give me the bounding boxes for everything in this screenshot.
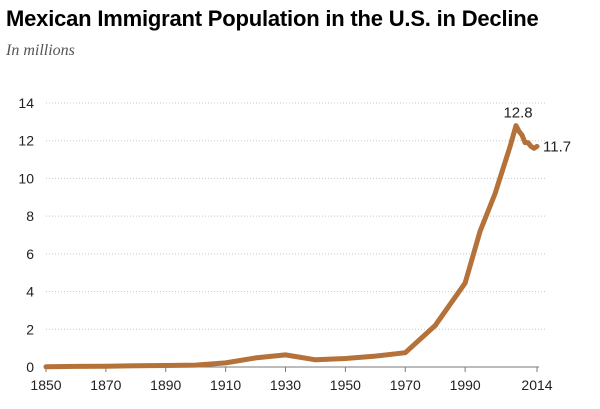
data-point	[193, 363, 198, 368]
data-point	[507, 144, 512, 149]
data-point	[519, 132, 524, 137]
data-point	[492, 191, 497, 196]
peak-value-label: 12.8	[503, 105, 532, 122]
data-point	[373, 353, 378, 358]
data-point	[534, 144, 539, 149]
y-tick-label: 14	[18, 95, 34, 111]
series-line	[43, 123, 540, 370]
x-tick-label: 2014	[521, 377, 552, 393]
x-tick-label: 1990	[450, 377, 481, 393]
x-tick-label: 1950	[330, 377, 361, 393]
data-point	[133, 363, 138, 368]
x-tick-label: 1850	[30, 377, 61, 393]
data-point	[433, 323, 438, 328]
series-layer	[43, 123, 540, 370]
data-point	[103, 364, 108, 369]
data-labels: 12.8 11.7	[503, 105, 571, 156]
y-tick-label: 6	[26, 246, 34, 262]
chart-subtitle: In millions	[6, 42, 75, 59]
x-tick-label: 1930	[270, 377, 301, 393]
y-tick-label: 8	[26, 208, 34, 224]
latest-value-label: 11.7	[543, 138, 571, 155]
chart-title: Mexican Immigrant Population in the U.S.…	[6, 6, 539, 31]
data-point	[223, 360, 228, 365]
y-tick-label: 4	[26, 284, 34, 300]
data-point	[43, 364, 48, 369]
x-tick-label: 1910	[210, 377, 241, 393]
data-point	[73, 364, 78, 369]
y-tick-label: 0	[26, 359, 34, 375]
x-tick-label: 1870	[90, 377, 121, 393]
data-point	[313, 357, 318, 362]
axes: 0 2 4 6 8 10 12 14 1850 1870 1890 1910 1930 1950 1970 1…	[18, 95, 552, 393]
data-point	[403, 350, 408, 355]
y-tick-label: 2	[26, 321, 34, 337]
x-tick-label: 1890	[150, 377, 181, 393]
y-tick-label: 12	[18, 133, 34, 149]
gridlines	[46, 102, 545, 330]
y-tick-label: 10	[18, 170, 34, 186]
data-point	[283, 352, 288, 357]
data-point	[343, 356, 348, 361]
data-point	[513, 123, 518, 128]
data-point	[253, 355, 258, 360]
data-point	[463, 280, 468, 285]
data-point	[478, 229, 483, 234]
data-point	[163, 363, 168, 368]
x-tick-label: 1970	[390, 377, 421, 393]
